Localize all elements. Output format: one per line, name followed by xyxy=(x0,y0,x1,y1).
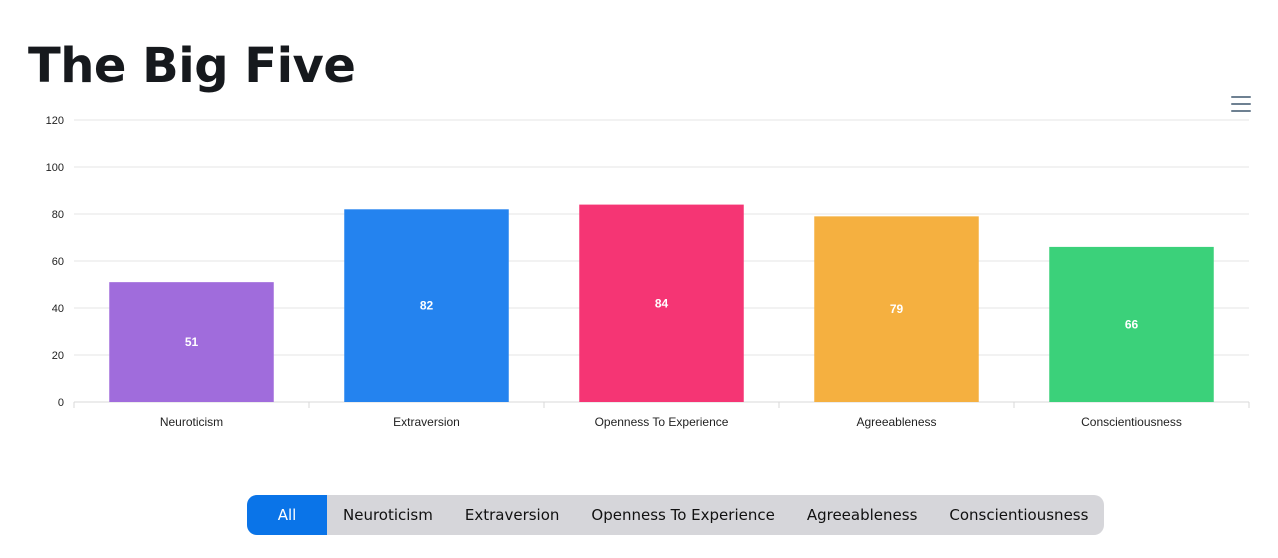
filter-tab-all[interactable]: All xyxy=(247,495,327,535)
filter-tab-openness-to-experience[interactable]: Openness To Experience xyxy=(591,506,775,524)
filter-tab-agreeableness[interactable]: Agreeableness xyxy=(806,506,918,524)
bar[interactable] xyxy=(109,282,274,402)
y-tick-label: 120 xyxy=(46,115,64,127)
data-label: 66 xyxy=(1125,317,1139,331)
bar[interactable] xyxy=(814,216,979,402)
x-tick-label: Agreeableness xyxy=(856,415,936,429)
y-tick-label: 60 xyxy=(52,256,64,268)
bar[interactable] xyxy=(579,204,744,402)
y-tick-label: 40 xyxy=(52,303,64,315)
hamburger-menu-icon[interactable] xyxy=(1231,94,1251,114)
filter-tab-neuroticism[interactable]: Neuroticism xyxy=(343,506,433,524)
bar[interactable] xyxy=(1049,246,1214,402)
page-title: The Big Five xyxy=(28,38,356,94)
data-label: 84 xyxy=(655,296,669,310)
data-label: 51 xyxy=(185,335,199,349)
y-tick-label: 20 xyxy=(52,350,64,362)
filter-tab-conscientiousness[interactable]: Conscientiousness xyxy=(949,506,1089,524)
bar-chart: 0 20 40 60 80 100 120 51 Neuroticism 82 Extraversi… xyxy=(46,115,1250,429)
y-tick-label: 100 xyxy=(46,162,64,174)
x-tick-label: Neuroticism xyxy=(160,415,223,429)
filter-tab-extraversion[interactable]: Extraversion xyxy=(464,506,560,524)
x-tick-label: Conscientiousness xyxy=(1081,415,1182,429)
x-tick-label: Openness To Experience xyxy=(595,415,729,429)
bar[interactable] xyxy=(344,209,509,402)
x-tick-label: Extraversion xyxy=(393,415,460,429)
series-filter-bar: All Neuroticism Extraversion Openness To Ex… xyxy=(247,495,1105,535)
data-label: 79 xyxy=(890,302,904,316)
data-label: 82 xyxy=(420,299,434,313)
y-tick-label: 0 xyxy=(58,397,64,409)
y-tick-label: 80 xyxy=(52,209,64,221)
